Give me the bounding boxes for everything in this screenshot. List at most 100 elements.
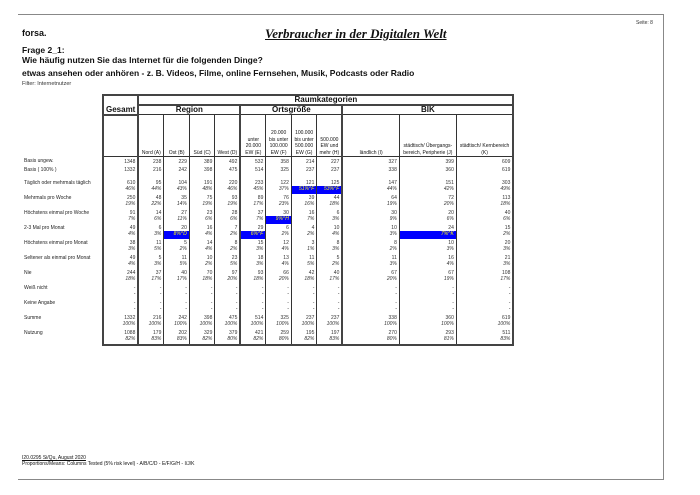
table-cell: 29 (239, 223, 267, 231)
table-cell: 122 (265, 178, 292, 186)
table-cell: 38 (101, 238, 140, 246)
table-cell: 2% (341, 246, 400, 254)
table-cell: 5 (316, 253, 343, 261)
table-cell: - (316, 298, 343, 306)
table-row: 3% 5% 2% 4% 2% 3% 4% 1% 3% 2% 3% 3% (22, 246, 515, 254)
table-cell: - (265, 298, 292, 306)
row-label (22, 261, 103, 269)
column-header: 100.000 bis unter 500.000 EW (G) (290, 114, 318, 157)
table-cell: 81% (398, 336, 457, 346)
table-cell: 4% (316, 231, 343, 239)
gesamt-subheader (101, 114, 140, 157)
table-cell: 1088 (101, 328, 140, 336)
raumkategorien-header: Raumkategorien (137, 94, 515, 106)
table-cell: 20% (214, 276, 241, 284)
table-cell: 18% (290, 276, 318, 284)
table-cell: - (239, 283, 267, 291)
table-cell: 6 (316, 208, 343, 216)
table-cell: 93 (239, 268, 267, 276)
table-cell (101, 174, 140, 179)
table-cell: 11 (163, 253, 190, 261)
table-cell: - (214, 283, 241, 291)
table-cell: 17% (163, 276, 190, 284)
table-cell: 82% (239, 336, 267, 346)
table-cell: 398 (188, 165, 216, 175)
table-cell: - (239, 298, 267, 306)
column-header: West (D) (214, 114, 241, 157)
table-cell: - (163, 283, 190, 291)
table-cell: 40 (316, 268, 343, 276)
table-cell: 237 (316, 165, 343, 175)
question-id: Frage 2_1: (22, 45, 65, 55)
table-cell: 2% (290, 231, 318, 239)
table-cell: 72 (398, 193, 457, 201)
table-row: Basis ( 100% ) 1332 216 242 398 475 514 325 237 2… (22, 165, 515, 175)
table-cell: - (239, 306, 267, 314)
table-row: Summe 1332 216 242 398 475 514 325 237 237 338 360 6… (22, 313, 515, 321)
table-cell: 43% (163, 186, 190, 194)
table-cell: - (290, 283, 318, 291)
table-cell: 3% (316, 216, 343, 224)
table-cell: 66 (265, 268, 292, 276)
column-header: unter 20.000 EW (E) (239, 114, 267, 157)
table-cell: 48% (188, 186, 216, 194)
table-cell: - (341, 298, 400, 306)
table-cell: 6% (214, 216, 241, 224)
table-cell: 259 (265, 328, 292, 336)
row-label: Nutzung (24, 329, 43, 336)
table-cell: 511 (455, 328, 515, 336)
table-cell: 6%^F (239, 231, 267, 239)
table-cell: - (316, 291, 343, 299)
table-cell: 17% (137, 276, 165, 284)
column-header: 20.000 bis unter 100.000 EW (F) (265, 114, 292, 157)
table-cell: 399 (398, 156, 457, 166)
group-header-ortsgroesse: Ortsgröße (239, 104, 343, 115)
table-cell: 379 (214, 328, 241, 336)
table-cell: 100% (214, 321, 241, 329)
table-cell: 9% (341, 216, 400, 224)
footer-job-info: I20.0295 Si/Qu, August 2020 (22, 455, 86, 461)
table-cell: 237 (290, 313, 318, 321)
table-cell: 3% (101, 246, 140, 254)
table-cell: 95 (137, 178, 165, 186)
table-cell: - (188, 283, 216, 291)
table-cell: 125 (316, 178, 343, 186)
table-cell: 83% (316, 336, 343, 346)
table-cell: 100% (239, 321, 267, 329)
table-cell: 18 (239, 253, 267, 261)
table-cell: 6% (188, 216, 216, 224)
table-cell: 44% (137, 186, 165, 194)
table-cell: 216 (137, 165, 165, 175)
table-cell: 100% (316, 321, 343, 329)
row-label: Basis ( 100% ) (24, 167, 57, 174)
row-label (22, 291, 103, 299)
table-cell: 16 (398, 253, 457, 261)
table-cell: 10 (188, 253, 216, 261)
table-cell: 20 (163, 223, 190, 231)
table-cell: - (188, 291, 216, 299)
table-cell: 82% (101, 336, 140, 346)
table-cell: 24 (398, 223, 457, 231)
table-cell: 30 (265, 208, 292, 216)
table-cell: 1348 (101, 156, 140, 166)
table-cell: 30 (341, 208, 400, 216)
table-cell: 4% (265, 261, 292, 269)
table-cell: - (265, 291, 292, 299)
table-cell: - (455, 298, 515, 306)
table-cell: 6 (137, 223, 165, 231)
crosstab-table: Gesamt Raumkategorien Region Ortsgröße B… (22, 94, 515, 346)
table-cell: 325 (265, 165, 292, 175)
table-cell: 2% (188, 261, 216, 269)
table-cell: 619 (455, 313, 515, 321)
table-cell: - (290, 298, 318, 306)
table-cell: 475 (214, 165, 241, 175)
table-cell: 338 (341, 313, 400, 321)
table-cell: 3% (455, 261, 515, 269)
table-cell: 100% (163, 321, 190, 329)
table-cell: - (101, 298, 140, 306)
table-cell: 4% (188, 246, 216, 254)
table-cell: 53%^F (316, 186, 343, 194)
table-cell: 93 (214, 193, 241, 201)
table-cell: 20% (341, 276, 400, 284)
table-cell: 67 (341, 268, 400, 276)
